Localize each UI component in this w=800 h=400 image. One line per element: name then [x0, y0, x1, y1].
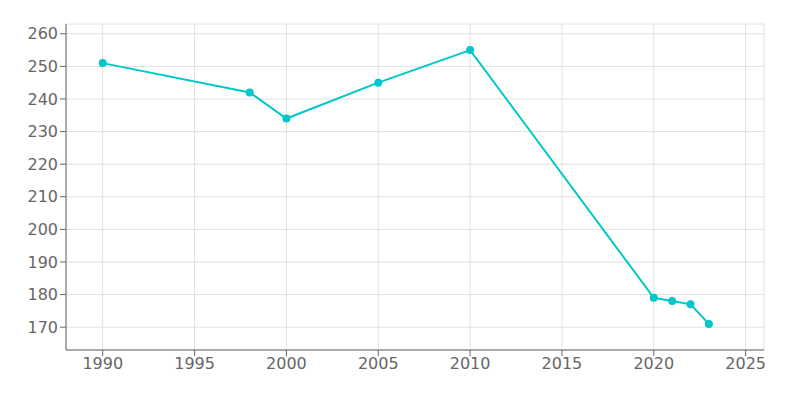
svg-text:200: 200 [27, 220, 58, 239]
svg-text:180: 180 [27, 285, 58, 304]
svg-text:2015: 2015 [542, 354, 583, 373]
svg-text:2005: 2005 [358, 354, 399, 373]
svg-text:250: 250 [27, 57, 58, 76]
svg-text:260: 260 [27, 24, 58, 43]
svg-text:2000: 2000 [266, 354, 307, 373]
svg-text:2020: 2020 [633, 354, 674, 373]
svg-text:190: 190 [27, 253, 58, 272]
svg-text:230: 230 [27, 122, 58, 141]
svg-text:210: 210 [27, 187, 58, 206]
svg-text:1990: 1990 [82, 354, 123, 373]
svg-text:2010: 2010 [450, 354, 491, 373]
svg-text:1995: 1995 [174, 354, 215, 373]
svg-text:2025: 2025 [725, 354, 766, 373]
svg-text:240: 240 [27, 90, 58, 109]
svg-text:170: 170 [27, 318, 58, 337]
svg-text:220: 220 [27, 155, 58, 174]
